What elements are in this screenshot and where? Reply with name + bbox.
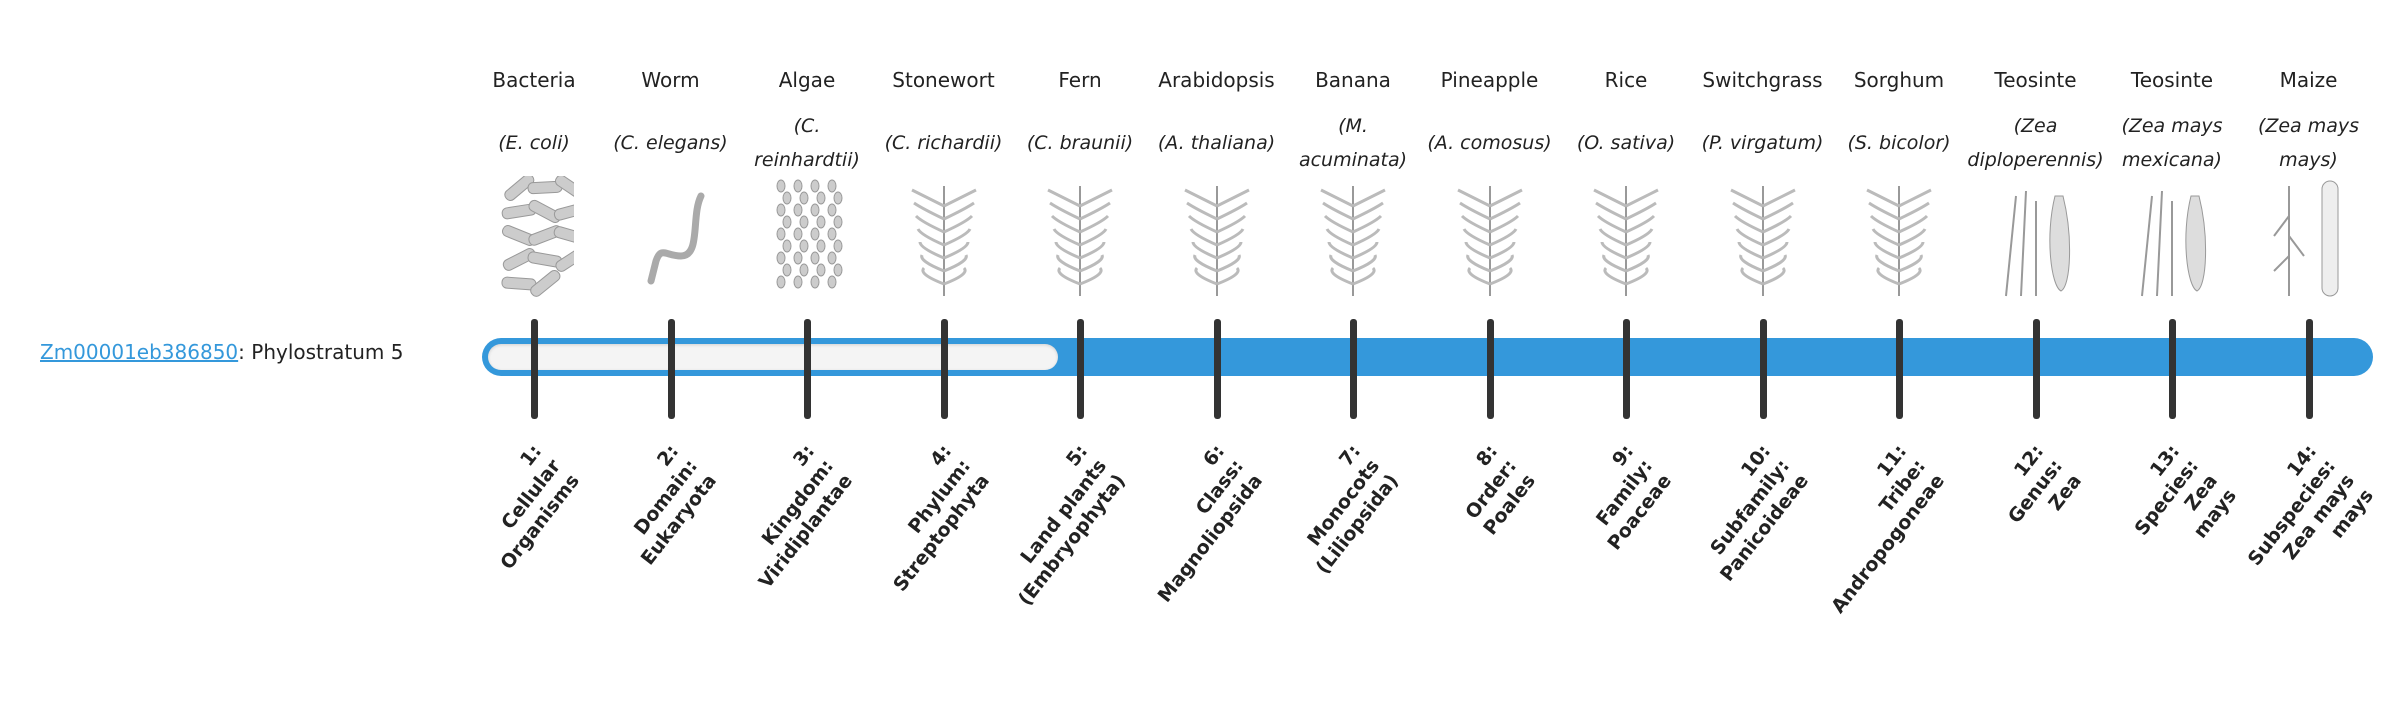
stratum-tick bbox=[1077, 319, 1084, 419]
stratum-tick bbox=[2169, 319, 2176, 419]
organism-common-name: Worm bbox=[641, 68, 700, 92]
species-name: (A. thaliana) bbox=[1157, 132, 1276, 154]
stratum-tick bbox=[2032, 319, 2040, 419]
gene-label: Zm00001eb386850: Phylostratum 5 bbox=[40, 340, 403, 364]
organism-species: (A. thaliana) bbox=[1149, 108, 1285, 178]
species-name: (O. sativa) bbox=[1576, 132, 1676, 154]
species-name: (Zea mays mexicana) bbox=[2121, 115, 2223, 171]
species-name: (S. bicolor) bbox=[1847, 132, 1951, 154]
stratum-tick bbox=[531, 319, 538, 419]
species-name: (P. virgatum) bbox=[1701, 132, 1824, 154]
stonewort-icon bbox=[876, 176, 1012, 298]
species-name: (E. coli) bbox=[498, 132, 570, 154]
banana-icon bbox=[1285, 176, 1421, 298]
arabidopsis-icon bbox=[1149, 176, 1285, 298]
organism-species: (S. bicolor) bbox=[1831, 108, 1967, 178]
organism-species: (C. reinhardtii) bbox=[739, 108, 875, 178]
organism-species: (P. virgatum) bbox=[1695, 108, 1831, 178]
stratum-tick bbox=[1759, 319, 1767, 419]
species-name: (Zea diploperennis) bbox=[1967, 115, 2104, 171]
organism-common-name: Maize bbox=[2279, 68, 2338, 92]
organism-common-name: Teosinte bbox=[2130, 68, 2214, 92]
species-name: (C. reinhardtii) bbox=[754, 115, 860, 171]
organism-common-name: Pineapple bbox=[1440, 68, 1539, 92]
stratum-tick bbox=[1350, 319, 1357, 419]
organism-common-name: Rice bbox=[1604, 68, 1648, 92]
teosinte-icon bbox=[2104, 176, 2240, 298]
gene-id-link[interactable]: Zm00001eb386850 bbox=[40, 340, 239, 364]
species-name: (M. acuminata) bbox=[1298, 115, 1408, 171]
organism-common-name: Switchgrass bbox=[1702, 68, 1823, 92]
stratum-tick bbox=[1213, 319, 1221, 419]
phylostratum-label: Phylostratum 5 bbox=[251, 340, 404, 364]
organism-species: (Zea mays mexicana) bbox=[2104, 108, 2240, 178]
species-name: (A. comosus) bbox=[1427, 132, 1552, 154]
sorghum-icon bbox=[1831, 176, 1967, 298]
organism-species: (M. acuminata) bbox=[1285, 108, 1421, 178]
organism-common-name: Arabidopsis bbox=[1158, 68, 1275, 92]
species-name: (C. braunii) bbox=[1026, 132, 1134, 154]
stratum-tick bbox=[667, 319, 675, 419]
species-name: (Zea mays mays) bbox=[2257, 115, 2360, 171]
maize-icon bbox=[2241, 176, 2377, 298]
organism-species: (O. sativa) bbox=[1558, 108, 1694, 178]
stratum-tick bbox=[940, 319, 948, 419]
organism-common-name: Banana bbox=[1315, 68, 1391, 92]
organism-common-name: Bacteria bbox=[492, 68, 576, 92]
switchgrass-icon bbox=[1695, 176, 1831, 298]
stratum-tick bbox=[804, 319, 811, 419]
organism-species: (Zea diploperennis) bbox=[1967, 108, 2104, 178]
species-name: (C. richardii) bbox=[884, 132, 1003, 154]
organism-species: (A. comosus) bbox=[1422, 108, 1558, 178]
fern-icon bbox=[1012, 176, 1148, 298]
teosinte-icon bbox=[1968, 176, 2104, 298]
phylostratum-bar-unfilled bbox=[488, 344, 1058, 370]
organism-species: (Zea mays mays) bbox=[2241, 108, 2377, 178]
organism-species: (C. richardii) bbox=[876, 108, 1012, 178]
species-name: (C. elegans) bbox=[613, 132, 728, 154]
organism-common-name: Stonewort bbox=[892, 68, 995, 92]
organism-species: (C. braunii) bbox=[1012, 108, 1148, 178]
stratum-tick bbox=[2305, 319, 2313, 419]
organism-species: (C. elegans) bbox=[603, 108, 739, 178]
organism-common-name: Fern bbox=[1058, 68, 1102, 92]
stratum-tick bbox=[1486, 319, 1494, 419]
worm-icon bbox=[603, 176, 739, 298]
rice-icon bbox=[1558, 176, 1694, 298]
stratum-tick bbox=[1623, 319, 1630, 419]
organism-common-name: Sorghum bbox=[1853, 68, 1945, 92]
stratum-tick bbox=[1896, 319, 1903, 419]
organism-species: (E. coli) bbox=[466, 108, 602, 178]
bacteria-icon bbox=[466, 173, 602, 298]
gene-separator: : bbox=[238, 340, 245, 364]
organism-common-name: Teosinte bbox=[1994, 68, 2077, 92]
algae-icon bbox=[739, 176, 875, 298]
pineapple-icon bbox=[1422, 176, 1558, 298]
organism-common-name: Algae bbox=[778, 68, 836, 92]
